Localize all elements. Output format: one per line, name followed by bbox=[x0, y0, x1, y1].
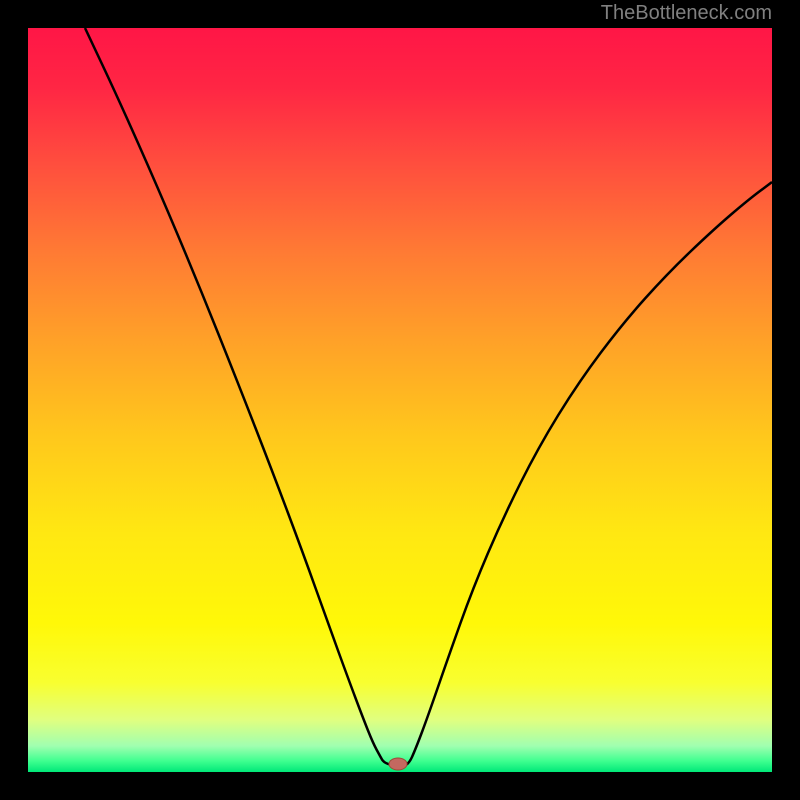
chart-curve-layer bbox=[28, 28, 772, 772]
watermark-text: TheBottleneck.com bbox=[601, 2, 772, 25]
chart-plot-area bbox=[28, 28, 772, 772]
bottleneck-curve bbox=[85, 28, 772, 766]
optimum-marker bbox=[389, 758, 407, 770]
